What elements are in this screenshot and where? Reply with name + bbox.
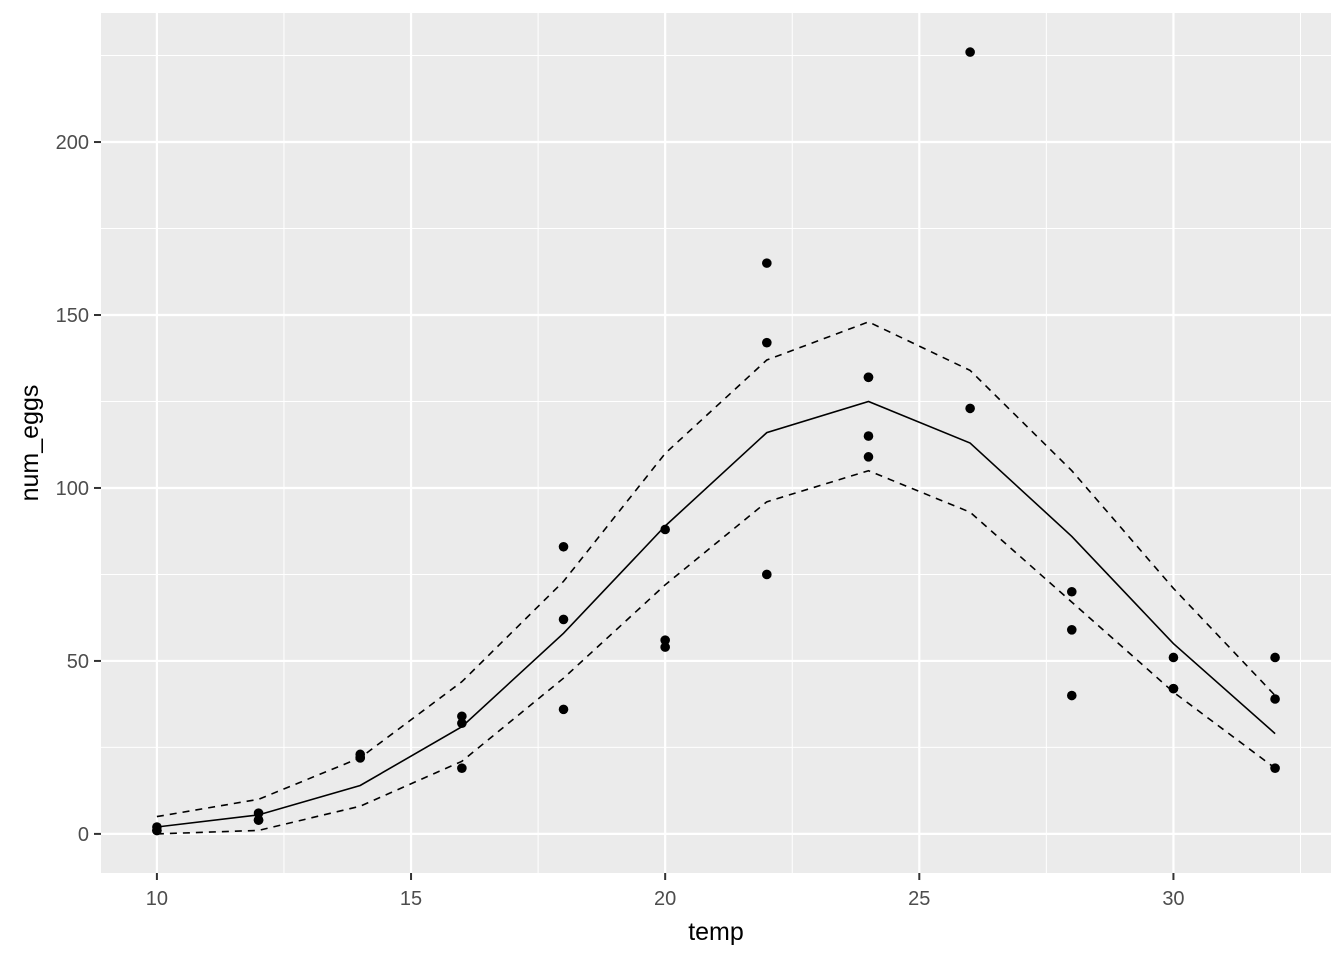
data-point <box>253 815 264 825</box>
y-tick-label: 150 <box>56 305 89 327</box>
data-point <box>965 47 975 57</box>
data-point <box>457 711 467 722</box>
data-point <box>558 614 569 625</box>
data-point <box>1270 652 1280 663</box>
data-point <box>1168 652 1179 663</box>
major-gridlines <box>101 13 1331 873</box>
data-point <box>1066 625 1077 635</box>
x-axis-title: temp <box>688 918 744 946</box>
data-point <box>660 635 670 645</box>
data-point <box>1270 694 1280 704</box>
y-tick-label: 0 <box>78 824 89 846</box>
data-point <box>558 541 569 552</box>
data-point <box>355 753 366 763</box>
data-point <box>965 403 975 414</box>
plot-panel <box>101 13 1331 873</box>
data-point <box>1066 586 1077 597</box>
x-tick-label: 10 <box>146 888 168 910</box>
data-point <box>152 825 162 836</box>
fitted-line <box>156 400 1276 828</box>
data-point <box>1168 683 1179 694</box>
data-point <box>762 337 772 348</box>
data-point <box>1270 763 1280 773</box>
data-point <box>660 642 670 652</box>
data-point <box>1066 690 1077 701</box>
data-point <box>457 763 467 773</box>
data-point <box>253 808 264 818</box>
y-tick-label: 50 <box>67 651 89 673</box>
x-tick-label: 25 <box>908 888 930 910</box>
minor-gridlines <box>101 13 1331 873</box>
x-tick-label: 20 <box>654 888 676 910</box>
y-tick-label: 100 <box>56 478 89 500</box>
data-points <box>152 47 1280 836</box>
data-point <box>863 372 874 383</box>
upper-dashed-line <box>156 321 1276 818</box>
data-point <box>457 718 467 729</box>
x-tick-label: 30 <box>1162 888 1184 910</box>
data-point <box>762 569 772 580</box>
data-point <box>863 452 874 462</box>
y-tick-label: 200 <box>56 132 89 154</box>
y-axis-title: num_eggs <box>16 385 44 502</box>
axis-ticks: 10 15 20 25 30 0 50 100 150 200 <box>56 132 1185 910</box>
data-point <box>762 258 772 268</box>
series-lines <box>156 321 1276 835</box>
lower-dashed-line <box>156 469 1276 835</box>
x-tick-label: 15 <box>400 888 422 910</box>
data-point <box>660 524 670 535</box>
data-point <box>863 431 874 441</box>
data-point <box>558 704 569 715</box>
